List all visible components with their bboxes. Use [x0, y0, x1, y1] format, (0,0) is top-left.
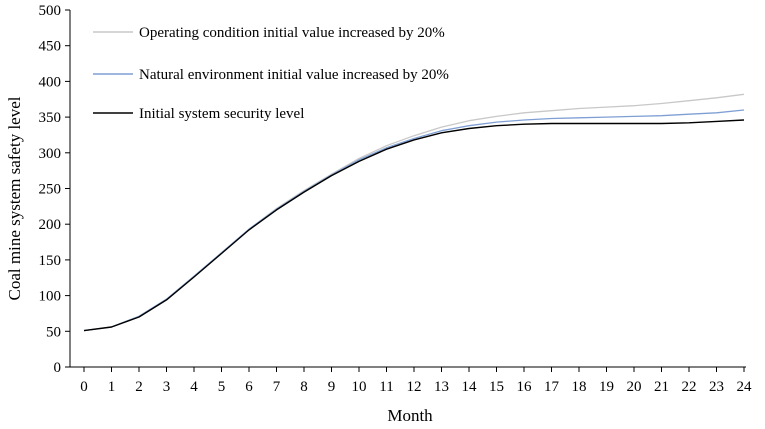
- x-tick-label: 3: [163, 379, 171, 395]
- y-tick-label: 400: [39, 74, 62, 90]
- x-tick-label: 9: [328, 379, 336, 395]
- x-tick-label: 7: [273, 379, 281, 395]
- x-tick-label: 15: [489, 379, 504, 395]
- x-tick-label: 17: [544, 379, 560, 395]
- y-tick-label: 0: [54, 360, 62, 376]
- x-tick-label: 24: [737, 379, 753, 395]
- y-tick-label: 250: [39, 182, 62, 198]
- x-tick-label: 12: [407, 379, 422, 395]
- x-tick-label: 14: [462, 379, 478, 395]
- y-tick-label: 100: [39, 289, 62, 305]
- x-tick-label: 19: [599, 379, 614, 395]
- x-tick-label: 21: [654, 379, 669, 395]
- y-tick-label: 300: [39, 146, 62, 162]
- x-tick-label: 1: [108, 379, 116, 395]
- legend-label-1: Operating condition initial value increa…: [139, 25, 445, 41]
- x-axis-ticks: 0 1 2 3 4 5 6 7 8 9 10 11 12 13 14 15 16 17 18 19 20 21 22 23 24: [80, 367, 752, 395]
- x-tick-label: 23: [709, 379, 724, 395]
- x-tick-label: 20: [627, 379, 642, 395]
- x-tick-label: 11: [379, 379, 393, 395]
- series-line-2: [83, 109, 745, 332]
- legend-label-2: Natural environment initial value increa…: [139, 67, 449, 83]
- y-tick-label: 500: [39, 3, 62, 19]
- x-tick-label: 4: [190, 379, 198, 395]
- y-tick-label: 50: [46, 324, 61, 340]
- x-tick-label: 22: [682, 379, 697, 395]
- series-line-3: [83, 119, 745, 332]
- y-axis-ticks: 0 50 100 150 200 250 300 350 400 450 500: [39, 3, 70, 376]
- y-tick-label: 150: [39, 253, 62, 269]
- x-tick-label: 13: [434, 379, 449, 395]
- x-tick-label: 0: [80, 379, 88, 395]
- legend: Operating condition initial value increa…: [93, 25, 449, 122]
- x-tick-label: 10: [352, 379, 367, 395]
- series-line-1: [83, 93, 745, 332]
- x-tick-label: 18: [572, 379, 587, 395]
- x-axis-title: Month: [387, 406, 433, 425]
- y-tick-label: 200: [39, 217, 62, 233]
- y-axis-title: Coal mine system safety level: [5, 96, 24, 300]
- x-tick-label: 16: [517, 379, 533, 395]
- legend-label-3: Initial system security level: [139, 106, 304, 122]
- y-tick-label: 450: [39, 39, 62, 55]
- x-tick-label: 2: [135, 379, 143, 395]
- series-lines: [83, 93, 745, 332]
- x-tick-label: 5: [218, 379, 226, 395]
- y-tick-label: 350: [39, 110, 62, 126]
- x-tick-label: 6: [245, 379, 253, 395]
- x-tick-label: 8: [300, 379, 308, 395]
